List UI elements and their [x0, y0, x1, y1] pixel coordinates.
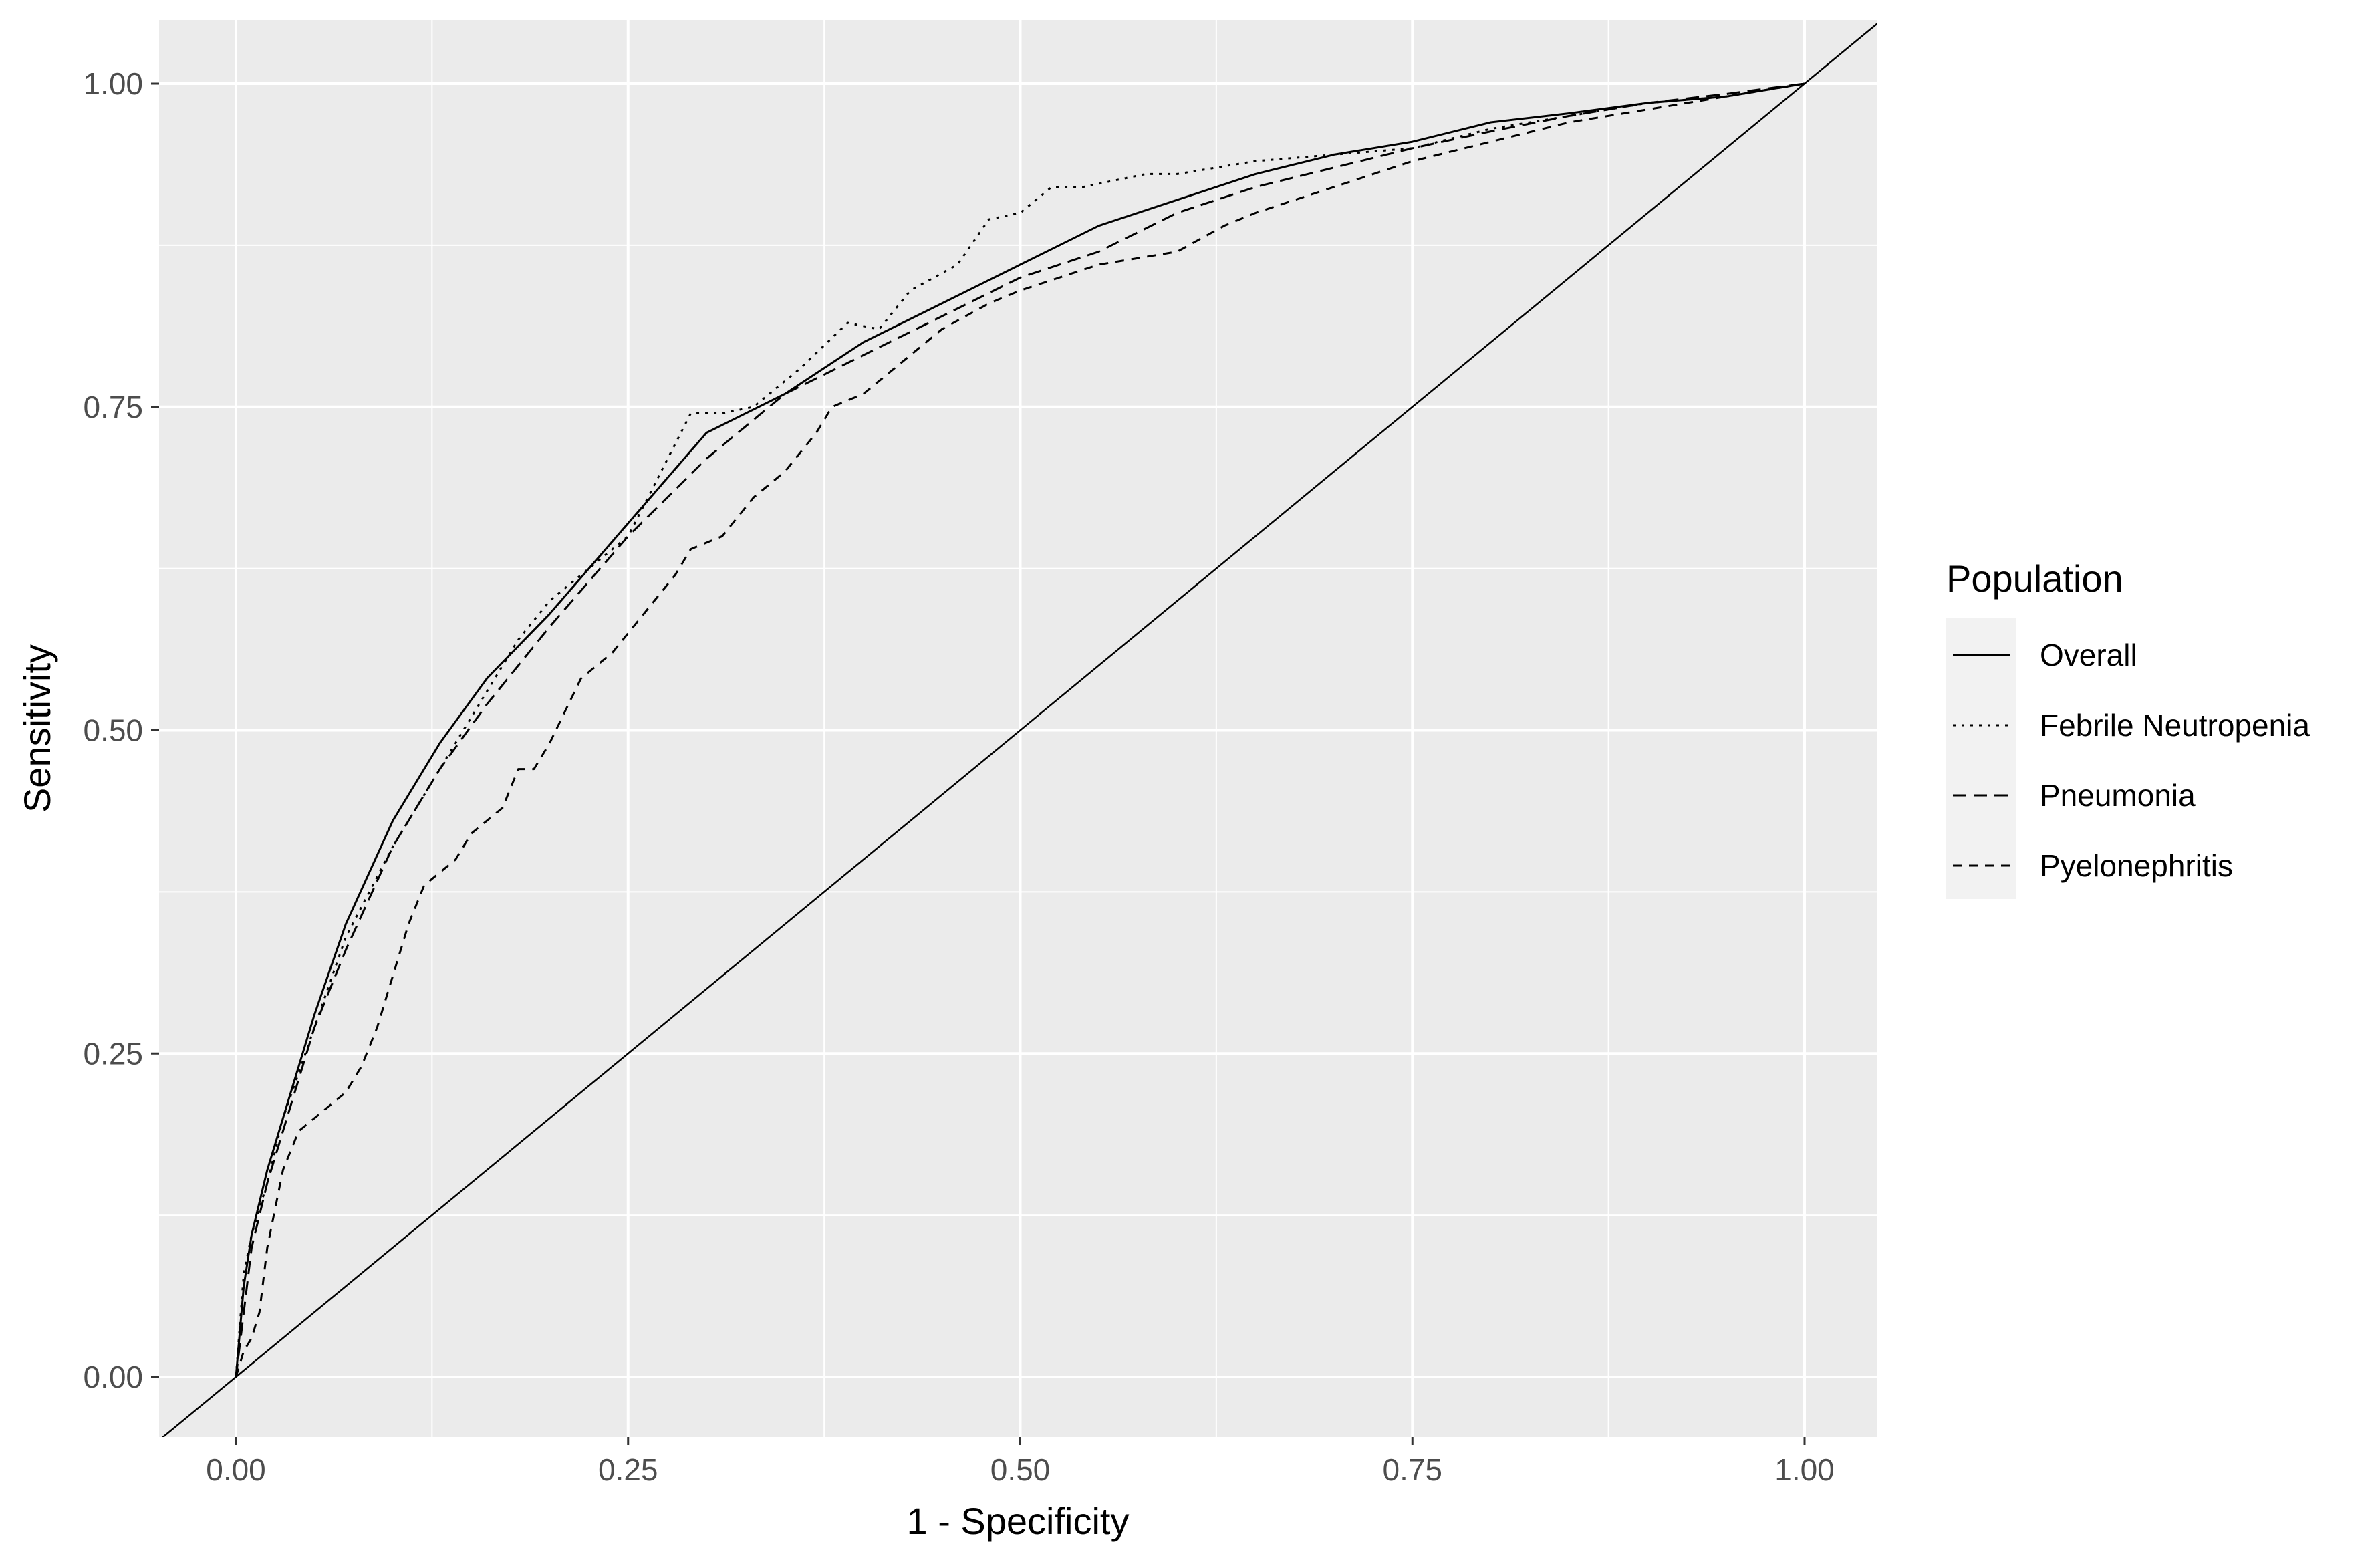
- reference-line: [161, 23, 1877, 1437]
- x-tick-label: 0.25: [598, 1452, 658, 1487]
- legend-items: Overall Febrile Neutropenia Pneumonia Pyelo…: [1953, 638, 2310, 883]
- plot-panel: [159, 20, 1877, 1437]
- y-tick-label: 0.00: [83, 1359, 143, 1394]
- legend-label: Pyelonephritis: [2040, 848, 2233, 883]
- y-tick-label: 1.00: [83, 66, 143, 101]
- roc-curves: [235, 82, 1805, 1378]
- x-tick-label: 0.00: [206, 1452, 266, 1487]
- y-tick-label: 0.75: [83, 390, 143, 424]
- axis-ticks: [151, 82, 1806, 1445]
- x-axis-title: 1 - Specificity: [907, 1500, 1130, 1542]
- curve-overall: [235, 82, 1805, 1378]
- x-tick-label: 1.00: [1774, 1452, 1835, 1487]
- legend-label: Overall: [2040, 638, 2137, 672]
- y-axis-title: Sensitivity: [16, 644, 58, 813]
- reference-diagonal: [161, 23, 1877, 1437]
- legend-key-background: [1946, 618, 2016, 899]
- legend-title: Population: [1946, 557, 2123, 600]
- minor-gridlines: [159, 20, 1877, 1437]
- legend: Population Overall Febrile Neutropenia Pne…: [1946, 557, 2310, 899]
- tick-labels: 0.00 0.25 0.50 0.75 1.00 0.00 0.25 0.50 0.75 1.00: [83, 66, 1834, 1487]
- y-tick-label: 0.50: [83, 713, 143, 748]
- curve-pyelonephritis: [235, 82, 1805, 1378]
- major-gridlines: [159, 20, 1877, 1437]
- curve-pneumonia: [235, 82, 1805, 1378]
- legend-label: Pneumonia: [2040, 778, 2196, 813]
- x-tick-label: 0.50: [990, 1452, 1051, 1487]
- legend-label: Febrile Neutropenia: [2040, 708, 2310, 743]
- y-tick-label: 0.25: [83, 1036, 143, 1071]
- x-tick-label: 0.75: [1382, 1452, 1442, 1487]
